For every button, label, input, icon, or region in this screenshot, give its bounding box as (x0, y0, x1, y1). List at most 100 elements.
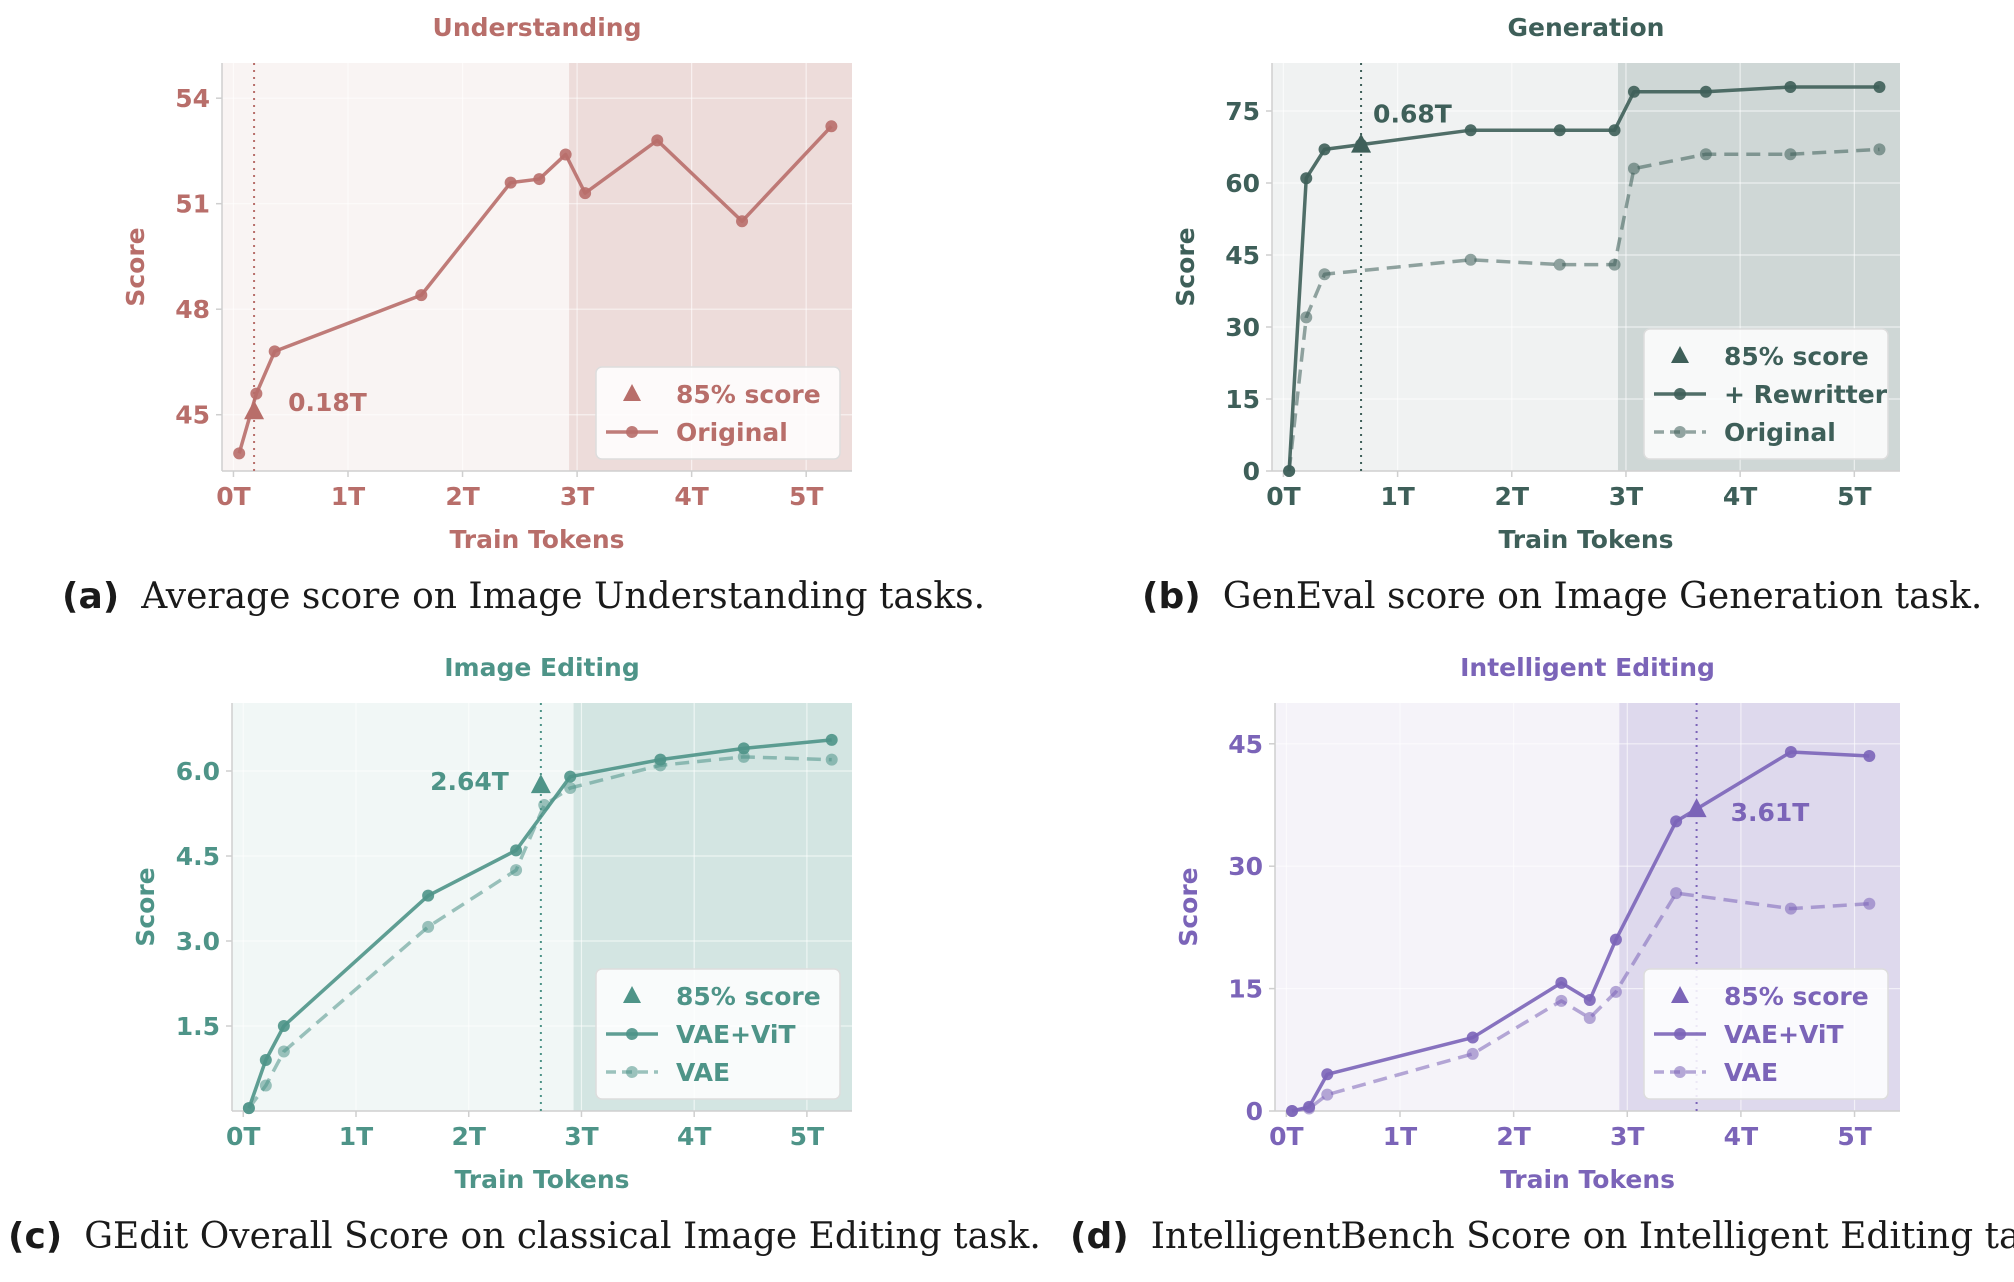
legend-label: VAE+ViT (676, 1020, 796, 1049)
x-tick-label: 0T (1269, 1122, 1303, 1151)
x-tick-label: 1T (339, 1122, 373, 1151)
caption-text: IntelligentBench Score on Intelligent Ed… (1150, 1216, 2014, 1257)
y-tick-label: 54 (175, 84, 210, 113)
data-point (422, 889, 435, 902)
data-point (1583, 994, 1596, 1007)
data-point (1286, 1105, 1299, 1117)
data-point (1466, 1031, 1479, 1044)
data-point (510, 864, 523, 877)
y-tick-label: 51 (175, 190, 210, 219)
legend-box (1643, 968, 1889, 1100)
data-point (651, 134, 664, 147)
y-tick-label: 1.5 (176, 1012, 220, 1041)
legend-triangle-icon (623, 986, 641, 1003)
x-tick-label: 5T (1837, 482, 1871, 511)
data-point (1699, 85, 1712, 98)
legend-point-icon (626, 1028, 638, 1040)
data-point (415, 289, 428, 302)
series-line-vae-vit (1291, 750, 1870, 1113)
y-tick-label: 0 (1243, 457, 1260, 486)
legend-point-icon (626, 426, 638, 438)
data-point (737, 742, 750, 755)
caption-text: GEdit Overall Score on classical Image E… (84, 1216, 1041, 1257)
y-tick-label: 4.5 (176, 842, 220, 871)
caption-text: Average score on Image Understanding tas… (141, 576, 986, 617)
y-tick-label: 6.0 (176, 757, 220, 786)
y-tick-label: 60 (1225, 169, 1260, 198)
x-tick-label: 2T (1496, 1122, 1530, 1151)
x-tick-label: 4T (1724, 1122, 1758, 1151)
x-tick-label: 0T (226, 1122, 260, 1151)
data-point (1699, 148, 1712, 161)
data-point (1553, 258, 1566, 271)
legend-label: + Rewritter (1724, 380, 1888, 409)
data-point (1283, 465, 1296, 477)
highlight-marker (1686, 798, 1707, 818)
x-tick-label: 5T (1837, 1122, 1871, 1151)
data-point (1303, 1102, 1316, 1115)
x-axis-label: Train Tokens (1500, 1165, 1675, 1194)
data-point (564, 782, 577, 794)
data-point (259, 1054, 272, 1066)
x-tick-label: 4T (1723, 482, 1757, 511)
highlight-label: 2.64T (430, 767, 509, 796)
caption-letter: (c) (8, 1216, 63, 1257)
legend-triangle-icon (1671, 346, 1689, 363)
y-tick-label: 75 (1225, 97, 1260, 126)
data-point (259, 1079, 272, 1092)
legend-point-icon (1674, 388, 1686, 400)
chart-title: Intelligent Editing (1460, 653, 1715, 682)
data-point (1300, 172, 1313, 185)
x-tick-label: 0T (1266, 482, 1300, 511)
legend-label: Original (1724, 418, 1836, 447)
data-point (1608, 124, 1621, 137)
caption-d: (d) IntelligentBench Score on Intelligent… (1070, 1216, 2014, 1257)
legend-label: VAE (676, 1058, 730, 1087)
data-point (1466, 1047, 1479, 1060)
y-axis-label: Score (1171, 227, 1200, 306)
x-tick-label: 2T (445, 482, 479, 511)
data-point (1464, 124, 1477, 137)
data-point (559, 148, 572, 161)
highlight-marker (530, 774, 551, 794)
data-point (825, 753, 838, 766)
y-tick-label: 30 (1225, 313, 1260, 342)
caption-text: GenEval score on Image Generation task. (1222, 576, 1983, 617)
x-tick-label: 5T (790, 1122, 824, 1151)
series-line-original (1287, 147, 1880, 472)
data-point (1555, 994, 1568, 1007)
y-axis-label: Score (121, 227, 150, 306)
data-point (1608, 258, 1621, 271)
data-point (1873, 81, 1886, 93)
data-point (737, 750, 750, 763)
caption-a: (a) Average score on Image Understanding … (62, 576, 985, 617)
caption-letter: (d) (1070, 1216, 1129, 1257)
legend-label: 85% score (1724, 342, 1869, 371)
data-point (1555, 976, 1568, 989)
legend: 85% score VAE+ViT VAE (595, 968, 841, 1100)
data-point (242, 1102, 255, 1115)
data-point (1318, 143, 1331, 156)
y-tick-label: 45 (175, 401, 210, 430)
data-point (1553, 124, 1566, 137)
caption-letter: (a) (62, 576, 120, 617)
legend-label: Original (676, 418, 788, 447)
legend-point-icon (1674, 1066, 1686, 1078)
x-tick-label: 1T (1380, 482, 1414, 511)
legend-label: VAE (1724, 1058, 1778, 1087)
y-tick-label: 45 (1228, 730, 1263, 759)
data-point (504, 176, 517, 189)
data-point (1784, 148, 1797, 161)
chart-title: Generation (1508, 13, 1665, 42)
data-point (233, 447, 246, 460)
y-tick-label: 15 (1225, 385, 1260, 414)
highlight-label: 0.68T (1373, 100, 1452, 129)
data-point (1318, 268, 1331, 281)
legend-box (595, 968, 841, 1100)
data-point (510, 844, 523, 857)
data-point (1863, 750, 1876, 763)
caption-c: (c) GEdit Overall Score on classical Imag… (8, 1216, 1041, 1257)
y-tick-label: 0 (1246, 1097, 1263, 1126)
data-point (1873, 143, 1886, 156)
